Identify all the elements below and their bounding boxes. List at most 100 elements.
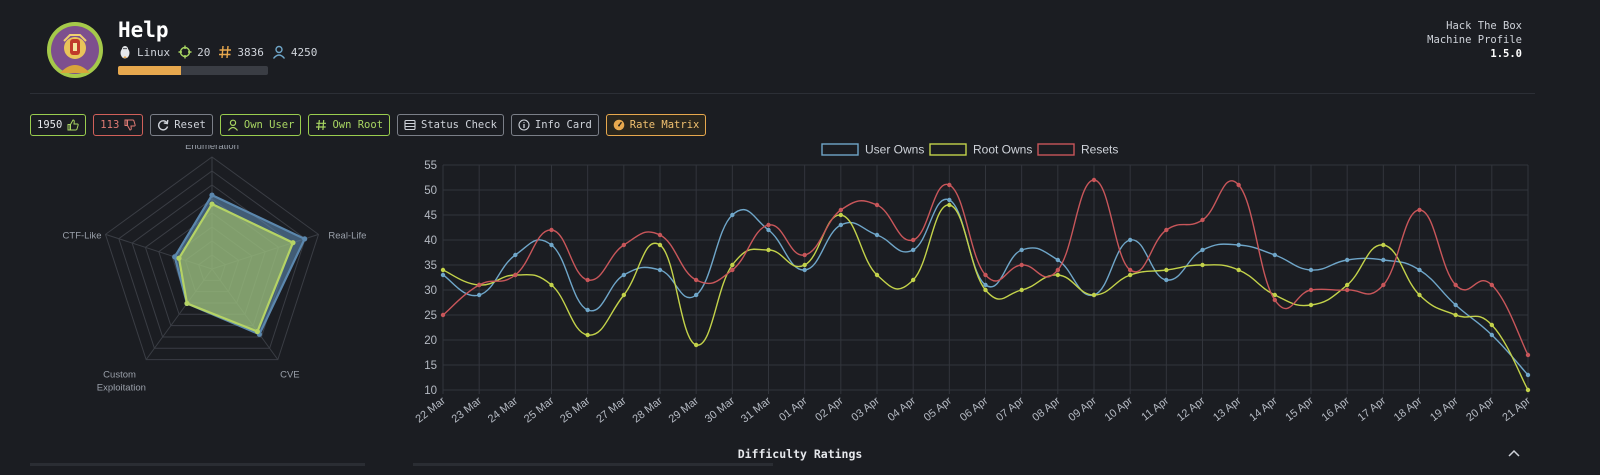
section-bar-left [30,463,365,466]
like-button[interactable]: 1950 [30,114,87,136]
x-tick-label: 31 Mar [739,395,774,426]
data-point [802,262,807,268]
own-root-button[interactable]: Own Root [308,114,391,136]
legend-label: User Owns [865,143,924,157]
data-point [1236,242,1241,248]
data-point [1200,247,1205,253]
y-tick-label: 30 [424,285,437,297]
x-tick-label: 08 Apr [1030,395,1063,424]
data-point [657,267,663,273]
rate-matrix-label: Rate Matrix [629,119,700,131]
series-resets [440,177,1531,358]
server-icon [404,119,416,131]
radar-series-root [176,201,296,335]
chart-legend: User Owns Root Owns Resets [821,143,1118,157]
data-point [802,252,807,258]
data-point [476,282,482,288]
points-value: 20 [197,45,211,59]
data-point [621,292,627,298]
data-point [585,307,590,313]
x-tick-label: 04 Apr [886,395,919,424]
x-tick-label: 03 Apr [849,395,882,424]
data-point [1055,267,1061,273]
data-point [1019,247,1024,253]
legend-swatch [1037,143,1075,156]
owns-value: 4250 [290,45,318,59]
x-tick-label: 05 Apr [922,395,955,424]
data-point [585,277,590,283]
gauge-icon [613,119,625,131]
data-point [1308,302,1314,308]
data-point [730,267,735,273]
hash-icon [219,45,232,59]
data-point [1164,277,1169,283]
x-tick-label: 30 Mar [703,395,738,426]
data-point [947,202,952,208]
radar-point [172,254,178,260]
toolbar: 1950 113 Reset Own User Own Root Status … [30,114,707,136]
data-point [1308,287,1314,293]
machine-header: Help Linux 20 3836 4250 Hack The Box Mac… [0,0,1600,95]
radar-area-root [177,202,295,333]
data-point [1489,282,1495,288]
reset-button[interactable]: Reset [150,114,213,136]
x-tick-label: 23 Mar [450,395,485,426]
radar-axis-label: Real-Life [328,230,366,241]
data-point [1453,312,1458,318]
data-point [621,272,627,278]
data-point [838,222,844,228]
y-tick-label: 25 [424,310,437,322]
info-card-button[interactable]: Info Card [510,114,599,136]
y-tick-label: 40 [424,235,437,247]
data-point [657,242,663,248]
status-check-button[interactable]: Status Check [397,114,504,136]
data-point [1019,262,1024,268]
radar-grid-ring [104,156,320,361]
radar-point [302,236,308,242]
data-point [549,282,554,288]
data-point [1236,182,1241,188]
data-point [1381,242,1386,248]
data-point [1417,267,1422,273]
data-point [1381,282,1386,288]
brand-subtitle: Machine Profile [1427,34,1522,46]
legend-label: Resets [1081,143,1118,157]
y-tick-label: 45 [424,210,437,222]
radar-axis-label: CTF-Like [63,230,102,241]
data-point [1055,272,1061,278]
data-point [549,227,554,233]
x-tick-label: 24 Mar [486,395,521,426]
data-point [1272,292,1278,298]
data-point [1200,217,1205,223]
data-point [874,202,880,208]
data-point [585,332,590,338]
data-point [1417,207,1422,213]
linux-icon [120,46,130,59]
data-point [1164,227,1169,233]
x-tick-label: 19 Apr [1428,395,1461,424]
data-point [1453,282,1458,288]
x-tick-label: 27 Mar [594,395,629,426]
section-bar-right [413,463,773,466]
data-point [693,342,699,348]
radar-point [184,300,190,307]
x-tick-label: 28 Mar [630,395,665,426]
data-point [730,262,735,268]
data-point [657,232,663,238]
dislike-button[interactable]: 113 [93,114,144,136]
data-point [693,292,699,298]
progress-bar [118,66,268,75]
radar-axis-label: CVE [280,370,300,381]
version-label: 1.5.0 [1490,48,1522,60]
x-tick-label: 18 Apr [1392,395,1425,424]
header-divider [30,93,1535,94]
rate-matrix-button[interactable]: Rate Matrix [605,114,707,136]
data-point [1525,352,1531,358]
chevron-up-icon[interactable] [1506,446,1522,460]
data-point [1272,297,1278,303]
own-user-button[interactable]: Own User [219,114,302,136]
owns-line-chart: 10 15 20 25 30 35 40 45 50 55 22 Mar 23 Mar 24 Mar 25… [413,143,1533,426]
rank-value: 3836 [237,45,264,59]
y-tick-label: 15 [424,360,437,372]
data-point [838,212,844,218]
